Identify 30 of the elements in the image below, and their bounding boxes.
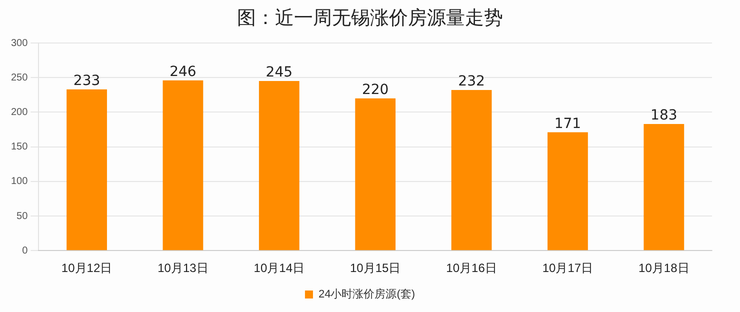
legend-label: 24小时涨价房源(套) [318,288,416,301]
x-tick-label: 10月13日 [158,261,208,276]
bar [355,98,396,250]
x-tick-label: 10月17日 [542,261,594,276]
data-label: 183 [650,108,678,124]
y-tick-label: 150 [10,142,28,153]
data-label: 232 [458,74,485,90]
x-tick-label: 10月12日 [61,261,112,276]
chart-title: 图：近一周无锡涨价房源量走势 [236,6,504,31]
bar [66,89,107,250]
y-tick-label: 300 [10,38,28,49]
data-label: 171 [554,116,582,132]
x-tick-label: 10月18日 [638,261,690,276]
data-label: 246 [170,64,196,80]
bar [451,90,492,250]
y-tick-label: 0 [22,245,28,256]
y-tick-label: 250 [10,72,28,84]
x-tick-label: 10月14日 [254,261,305,276]
bar [548,132,588,250]
y-tick-label: 50 [16,210,28,222]
x-tick-label: 10月15日 [350,261,401,276]
data-label: 233 [73,73,100,90]
data-label: 220 [362,82,389,98]
bar [162,80,204,250]
bar [258,81,300,250]
y-tick-label: 200 [10,106,28,118]
y-tick-label: 100 [10,176,28,188]
x-tick-label: 10月16日 [446,261,497,276]
bar [644,124,684,250]
data-label: 245 [266,64,293,81]
